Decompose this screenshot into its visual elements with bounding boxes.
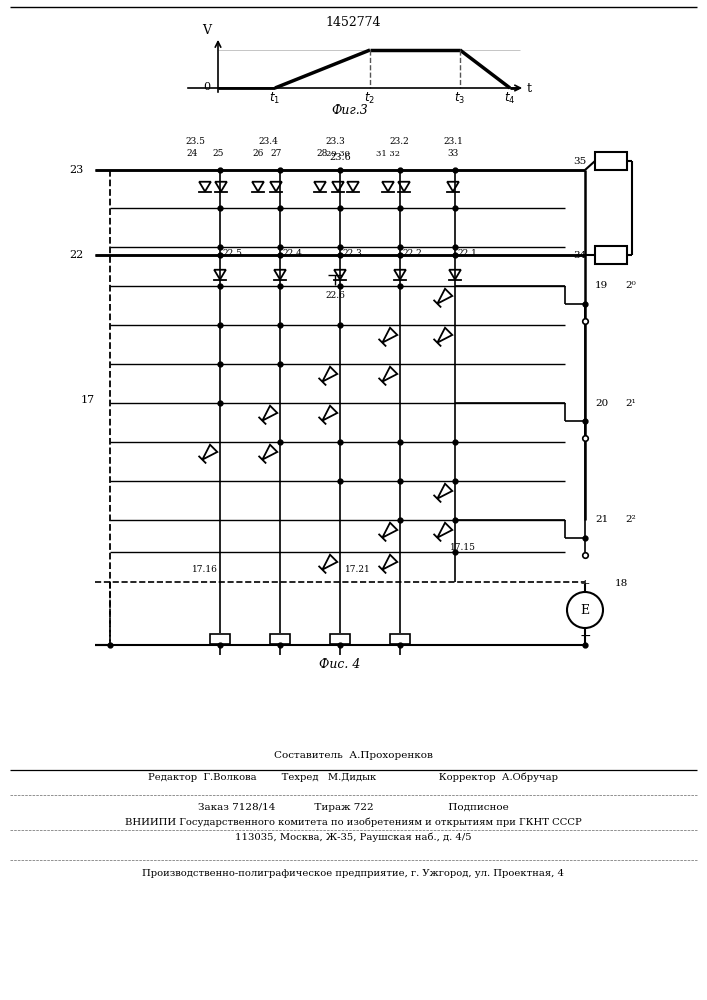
Bar <box>270 634 290 644</box>
Text: 17.15: 17.15 <box>450 542 476 552</box>
Bar <box>595 152 627 170</box>
Text: 22.4: 22.4 <box>282 248 302 257</box>
Text: V: V <box>202 24 211 37</box>
Bar <box>595 246 627 264</box>
Text: 23.5: 23.5 <box>185 137 205 146</box>
Bar <box>210 634 230 644</box>
Text: 33: 33 <box>448 149 459 158</box>
Text: t: t <box>527 82 532 95</box>
Text: Редактор  Г.Волкова        Техред   М.Дидык                    Корректор  А.Обру: Редактор Г.Волкова Техред М.Дидык Коррек… <box>148 772 558 782</box>
Bar <box>330 634 350 644</box>
Text: +: + <box>580 578 590 590</box>
Text: 19: 19 <box>595 282 608 290</box>
Text: 22.1: 22.1 <box>457 248 477 257</box>
Text: 24: 24 <box>187 149 198 158</box>
Text: 17.16: 17.16 <box>192 566 218 574</box>
Text: 20: 20 <box>595 398 608 408</box>
Text: 25: 25 <box>212 149 223 158</box>
Text: 31 32: 31 32 <box>376 150 400 158</box>
Text: 23.4: 23.4 <box>258 137 278 146</box>
Text: 2¹: 2¹ <box>625 398 636 408</box>
Text: 22.3: 22.3 <box>342 248 362 257</box>
Text: ВНИИПИ Государственного комитета по изобретениям и открытиям при ГКНТ СССР: ВНИИПИ Государственного комитета по изоб… <box>124 817 581 827</box>
Text: 23.6: 23.6 <box>329 153 351 162</box>
Text: 28: 28 <box>316 149 327 158</box>
Text: 113035, Москва, Ж-35, Раушская наб., д. 4/5: 113035, Москва, Ж-35, Раушская наб., д. … <box>235 832 472 842</box>
Text: 2⁰: 2⁰ <box>625 282 636 290</box>
Text: −: − <box>579 629 591 643</box>
Text: 29 30: 29 30 <box>326 150 350 158</box>
Text: 23.3: 23.3 <box>325 137 345 146</box>
Text: $t_1$: $t_1$ <box>269 90 281 106</box>
Text: Фис. 4: Фис. 4 <box>320 658 361 672</box>
Text: 23.2: 23.2 <box>389 137 409 146</box>
Text: 27: 27 <box>270 149 281 158</box>
Text: 2²: 2² <box>625 516 636 524</box>
Text: 18: 18 <box>615 580 629 588</box>
Text: 35: 35 <box>574 156 587 165</box>
Text: 21: 21 <box>595 516 608 524</box>
Text: 22.5: 22.5 <box>222 248 242 257</box>
Text: 1452774: 1452774 <box>325 16 381 29</box>
Text: 23.1: 23.1 <box>443 137 463 146</box>
Text: Фиг.3: Фиг.3 <box>332 104 368 116</box>
Text: 22.2: 22.2 <box>402 248 422 257</box>
Text: Составитель  А.Прохоренков: Составитель А.Прохоренков <box>274 750 433 760</box>
Text: 34: 34 <box>574 250 587 259</box>
Bar <box>390 634 410 644</box>
Text: 22.6: 22.6 <box>325 290 345 300</box>
Text: 17: 17 <box>81 395 95 405</box>
Text: $t_3$: $t_3$ <box>455 90 466 106</box>
Text: 0: 0 <box>203 82 210 92</box>
Text: $t_2$: $t_2$ <box>365 90 375 106</box>
Text: 23: 23 <box>69 165 83 175</box>
Text: 22: 22 <box>69 250 83 260</box>
Text: 17.21: 17.21 <box>345 566 370 574</box>
Text: 26: 26 <box>252 149 264 158</box>
Text: $t_4$: $t_4$ <box>504 90 515 106</box>
Text: E: E <box>580 603 590 616</box>
Text: Производственно-полиграфическое предприятие, г. Ужгород, ул. Проектная, 4: Производственно-полиграфическое предприя… <box>142 868 564 878</box>
Text: Заказ 7128/14            Тираж 722                       Подписное: Заказ 7128/14 Тираж 722 Подписное <box>198 802 508 812</box>
